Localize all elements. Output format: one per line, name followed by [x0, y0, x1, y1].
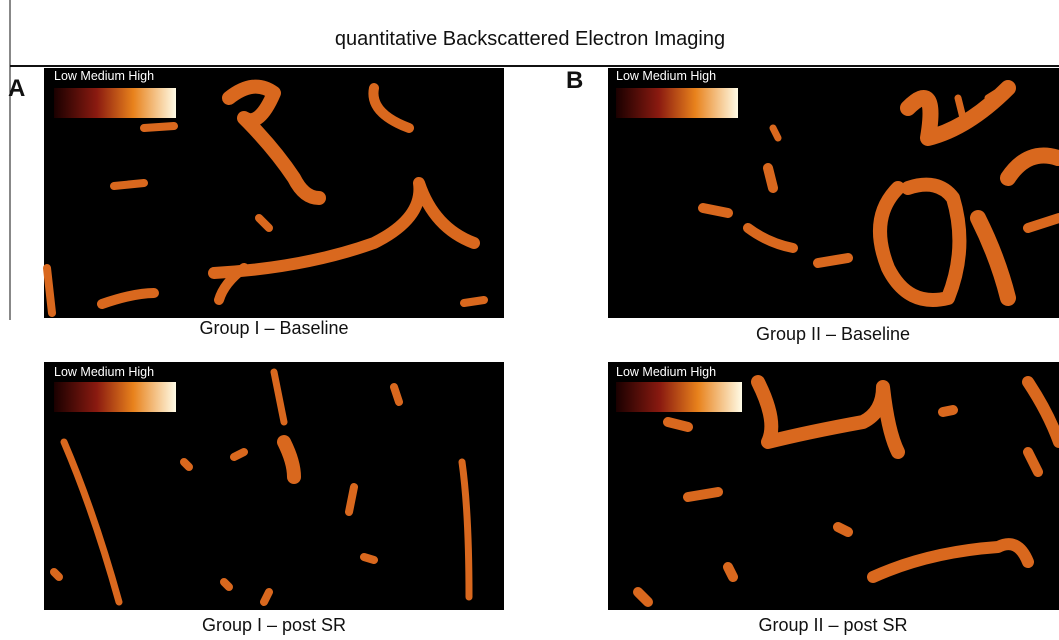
panel-letter: B: [566, 67, 583, 94]
figure: quantitative Backscattered Electron Imag…: [0, 0, 1059, 640]
colorbar-label: Low Medium High: [616, 365, 716, 379]
image-caption: Group I – Baseline: [199, 318, 348, 338]
figure-title: quantitative Backscattered Electron Imag…: [335, 28, 725, 50]
image-caption: Group II – Baseline: [756, 324, 910, 344]
colorbar-label: Low Medium High: [616, 69, 716, 83]
image-caption: Group I – post SR: [202, 615, 346, 635]
colorbar-label: Low Medium High: [54, 365, 154, 379]
colorbar-label: Low Medium High: [54, 69, 154, 83]
image-caption: Group II – post SR: [758, 615, 907, 635]
panel-letter: A: [8, 75, 25, 102]
